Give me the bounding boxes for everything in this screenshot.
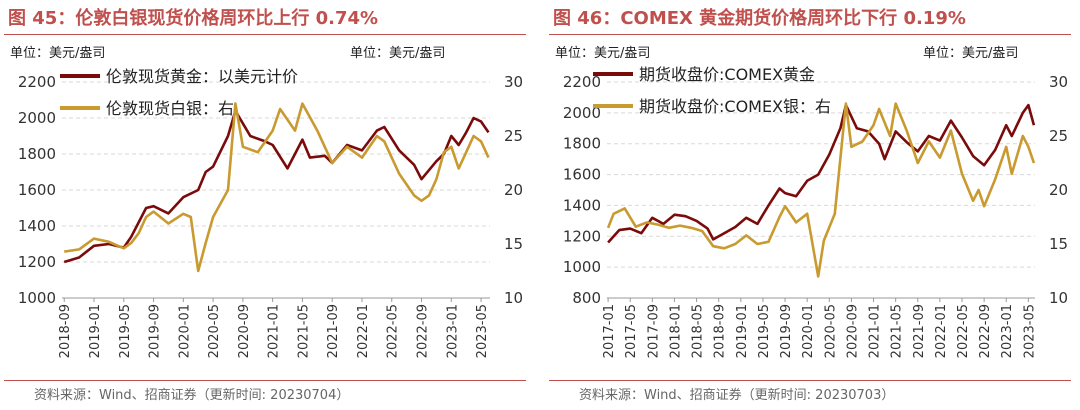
y-tick-label-right: 20 xyxy=(504,181,523,199)
x-tick-label: 2018-05 xyxy=(691,304,706,358)
source-divider xyxy=(549,380,1071,381)
x-tick-label: 2019-05 xyxy=(118,304,133,358)
x-tick-label: 2020-09 xyxy=(237,304,252,358)
legend-label: 伦敦现货黄金：以美元计价 xyxy=(106,67,298,86)
y-tick-label-left: 1600 xyxy=(563,166,601,184)
x-tick-label: 2018-09 xyxy=(713,304,728,358)
x-tick-label: 2021-01 xyxy=(267,304,282,358)
x-tick-label: 2021-09 xyxy=(912,304,927,358)
y-tick-label-left: 1800 xyxy=(563,135,601,153)
x-tick-label: 2019-05 xyxy=(757,304,772,358)
left-axis-unit: 单位：美元/盎司 xyxy=(10,46,106,61)
x-tick-label: 2020-01 xyxy=(177,304,192,358)
y-tick-label-right: 10 xyxy=(1049,289,1068,307)
y-tick-label-left: 1800 xyxy=(18,145,56,163)
series-line xyxy=(64,102,490,273)
y-tick-label-left: 1200 xyxy=(563,227,601,245)
x-tick-label: 2019-09 xyxy=(779,304,794,358)
y-tick-label-left: 2200 xyxy=(18,73,56,91)
left-axis-unit: 单位：美元/盎司 xyxy=(555,46,651,61)
y-tick-label-right: 25 xyxy=(504,127,523,145)
x-tick-label: 2022-05 xyxy=(956,304,971,358)
y-tick-label-left: 1000 xyxy=(18,289,56,307)
line-chart: 800 1000 1200 1400 1600 1800 2000 2200 10 15 20 25 3… xyxy=(563,65,1068,358)
y-tick-label-left: 1400 xyxy=(563,196,601,214)
y-tick-label-right: 15 xyxy=(1049,235,1068,253)
x-tick-label: 2019-09 xyxy=(148,304,163,358)
x-tick-label: 2021-05 xyxy=(890,304,905,358)
chart-title: 图 45：伦敦白银现货价格周环比上行 0.74% xyxy=(8,8,379,29)
x-tick-label: 2022-05 xyxy=(386,304,401,358)
panel-comex: 图 46：COMEX 黄金期货价格周环比下行 0.19% 单位：美元/盎司 单位… xyxy=(545,0,1075,410)
x-tick-label: 2023-01 xyxy=(445,304,460,358)
x-tick-label: 2018-09 xyxy=(58,304,73,358)
panel-silver-gold: 图 45：伦敦白银现货价格周环比上行 0.74% 单位：美元/盎司 单位：美元/… xyxy=(0,0,530,410)
source-note: 资料来源：Wind、招商证券（更新时间: 20230704） xyxy=(34,388,350,403)
x-tick-label: 2023-05 xyxy=(1022,304,1037,358)
series-line xyxy=(606,102,1036,278)
y-tick-label-right: 20 xyxy=(1049,181,1068,199)
source-divider xyxy=(4,380,526,381)
legend-label: 伦敦现货白银：右 xyxy=(106,99,234,118)
x-tick-label: 2023-01 xyxy=(1000,304,1015,358)
y-tick-label-right: 10 xyxy=(504,289,523,307)
y-tick-label-left: 2200 xyxy=(563,73,601,91)
x-tick-label: 2019-01 xyxy=(88,304,103,358)
y-tick-label-right: 30 xyxy=(504,73,523,91)
x-tick-label: 2019-01 xyxy=(735,304,750,358)
x-tick-label: 2021-09 xyxy=(326,304,341,358)
x-tick-label: 2020-05 xyxy=(823,304,838,358)
x-tick-label: 2017-01 xyxy=(602,304,617,358)
chart-title: 图 46：COMEX 黄金期货价格周环比下行 0.19% xyxy=(553,8,966,29)
x-tick-label: 2017-05 xyxy=(624,304,639,358)
y-tick-label-right: 25 xyxy=(1049,127,1068,145)
x-tick-label: 2021-05 xyxy=(296,304,311,358)
source-note: 资料来源：Wind、招商证券（更新时间: 20230703） xyxy=(579,388,895,403)
title-divider xyxy=(4,34,526,35)
legend-label: 期货收盘价:COMEX银：右 xyxy=(639,97,831,116)
legend-label: 期货收盘价:COMEX黄金 xyxy=(639,65,815,84)
x-tick-label: 2018-01 xyxy=(668,304,683,358)
y-tick-label-left: 1200 xyxy=(18,253,56,271)
y-tick-label-left: 1400 xyxy=(18,217,56,235)
y-tick-label-right: 30 xyxy=(1049,73,1068,91)
x-tick-label: 2023-05 xyxy=(475,304,490,358)
y-tick-label-left: 2000 xyxy=(18,109,56,127)
y-tick-label-left: 1600 xyxy=(18,181,56,199)
x-tick-label: 2022-01 xyxy=(934,304,949,358)
right-axis-unit: 单位：美元/盎司 xyxy=(350,46,446,61)
x-tick-label: 2022-01 xyxy=(356,304,371,358)
y-tick-label-left: 800 xyxy=(572,289,601,307)
x-tick-label: 2021-01 xyxy=(868,304,883,358)
x-tick-label: 2022-09 xyxy=(978,304,993,358)
x-tick-label: 2017-09 xyxy=(646,304,661,358)
x-tick-label: 2020-09 xyxy=(845,304,860,358)
right-axis-unit: 单位：美元/盎司 xyxy=(923,46,1019,61)
y-tick-label-right: 15 xyxy=(504,235,523,253)
title-divider xyxy=(549,34,1071,35)
y-tick-label-left: 2000 xyxy=(563,104,601,122)
x-tick-label: 2022-09 xyxy=(416,304,431,358)
series-line xyxy=(607,103,1036,244)
y-tick-label-left: 1000 xyxy=(563,258,601,276)
line-chart: 1000 1200 1400 1600 1800 2000 2200 10 15 20 25 30 20… xyxy=(18,67,523,358)
x-tick-label: 2020-01 xyxy=(801,304,816,358)
x-tick-label: 2020-05 xyxy=(207,304,222,358)
series-line xyxy=(63,109,490,264)
